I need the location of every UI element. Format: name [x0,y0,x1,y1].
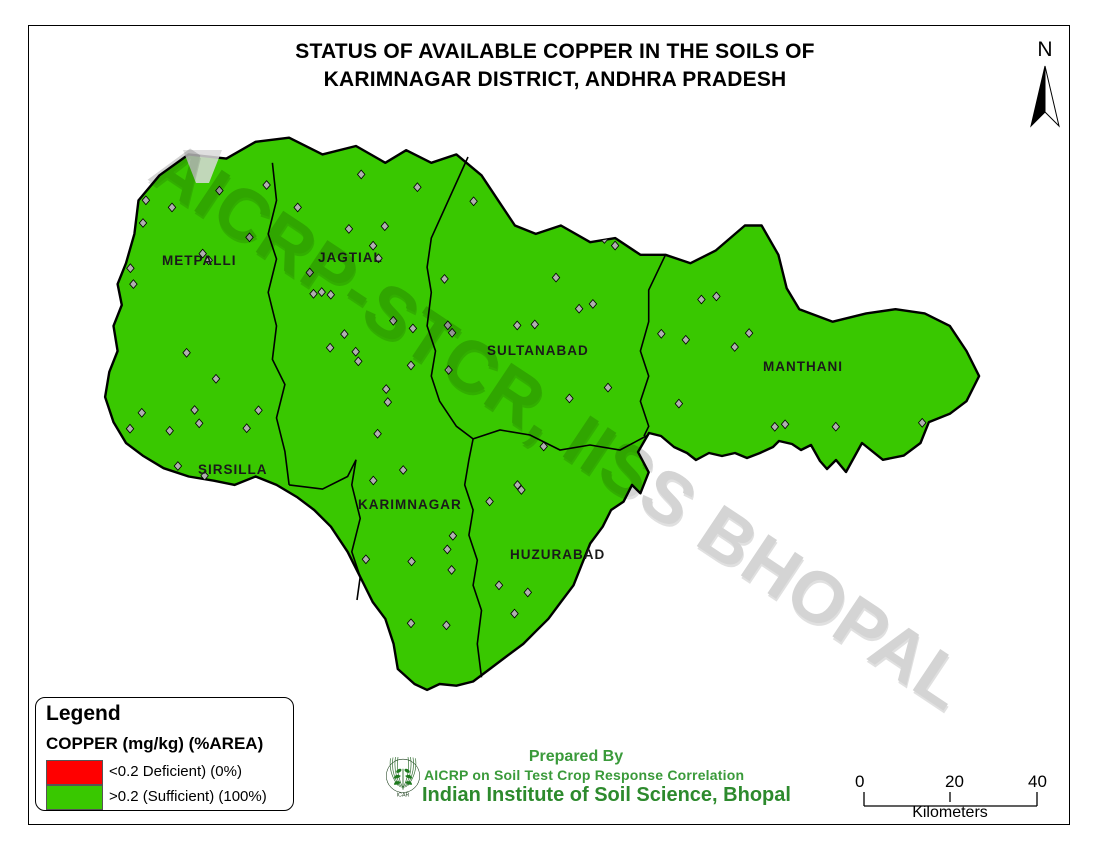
svg-text:ICAR: ICAR [397,793,410,799]
